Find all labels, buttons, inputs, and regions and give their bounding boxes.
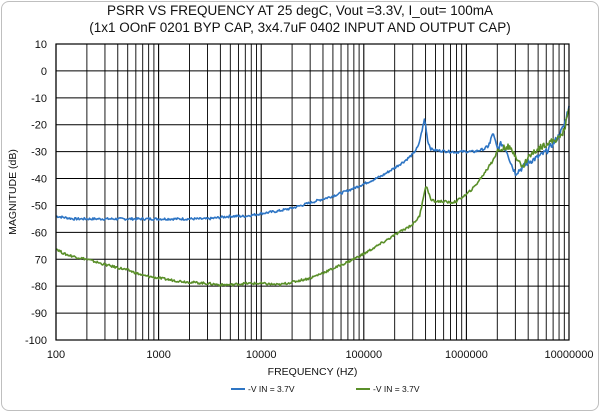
legend-label-2: -V IN = 3.7V <box>373 384 420 394</box>
legend-label-1: -V IN = 3.7V <box>248 384 295 394</box>
series-line-1 <box>56 105 570 221</box>
y-tick-label: -80 <box>31 281 47 293</box>
x-tick-label: 1000 <box>146 349 170 361</box>
tick-labels: 100 1000 10000 100000 1000000 10000000100-10-… <box>25 39 594 361</box>
x-tick-label: 100000 <box>345 349 382 361</box>
y-tick-label: -10 <box>31 93 47 105</box>
grid-lines <box>55 43 569 341</box>
y-tick-label: -90 <box>31 308 47 320</box>
series-line-2 <box>55 108 570 287</box>
y-tick-label: 10 <box>35 39 47 51</box>
x-tick-label: 10000 <box>246 349 277 361</box>
series-layer <box>55 105 570 287</box>
y-tick-label: -100 <box>25 335 47 347</box>
plot-area <box>56 44 569 340</box>
x-tick-label: 100 <box>47 349 65 361</box>
x-axis-label: FREQUENCY (HZ) <box>268 366 358 378</box>
x-tick-label: 10000000 <box>545 349 594 361</box>
y-tick-label: 0 <box>41 66 47 78</box>
y-tick-label: -50 <box>31 200 47 212</box>
chart-title: PSRR VS FREQUENCY AT 25 degC, Vout =3.3V… <box>107 3 493 18</box>
chart-subtitle: (1x1 OOnF 0201 BYP CAP, 3x4.7uF 0402 INP… <box>89 20 511 35</box>
y-axis-label: MAGNITUDE (dB) <box>7 149 19 235</box>
y-tick-label: 70 <box>35 254 47 266</box>
y-tick-label: -60 <box>31 227 47 239</box>
y-tick-label: -30 <box>31 147 47 159</box>
y-tick-label: -20 <box>31 120 47 132</box>
y-tick-label: -40 <box>31 174 47 186</box>
x-tick-label: 1000000 <box>445 349 488 361</box>
plot-border <box>55 43 570 341</box>
legend: -V IN = 3.7V -V IN = 3.7V <box>231 384 420 394</box>
